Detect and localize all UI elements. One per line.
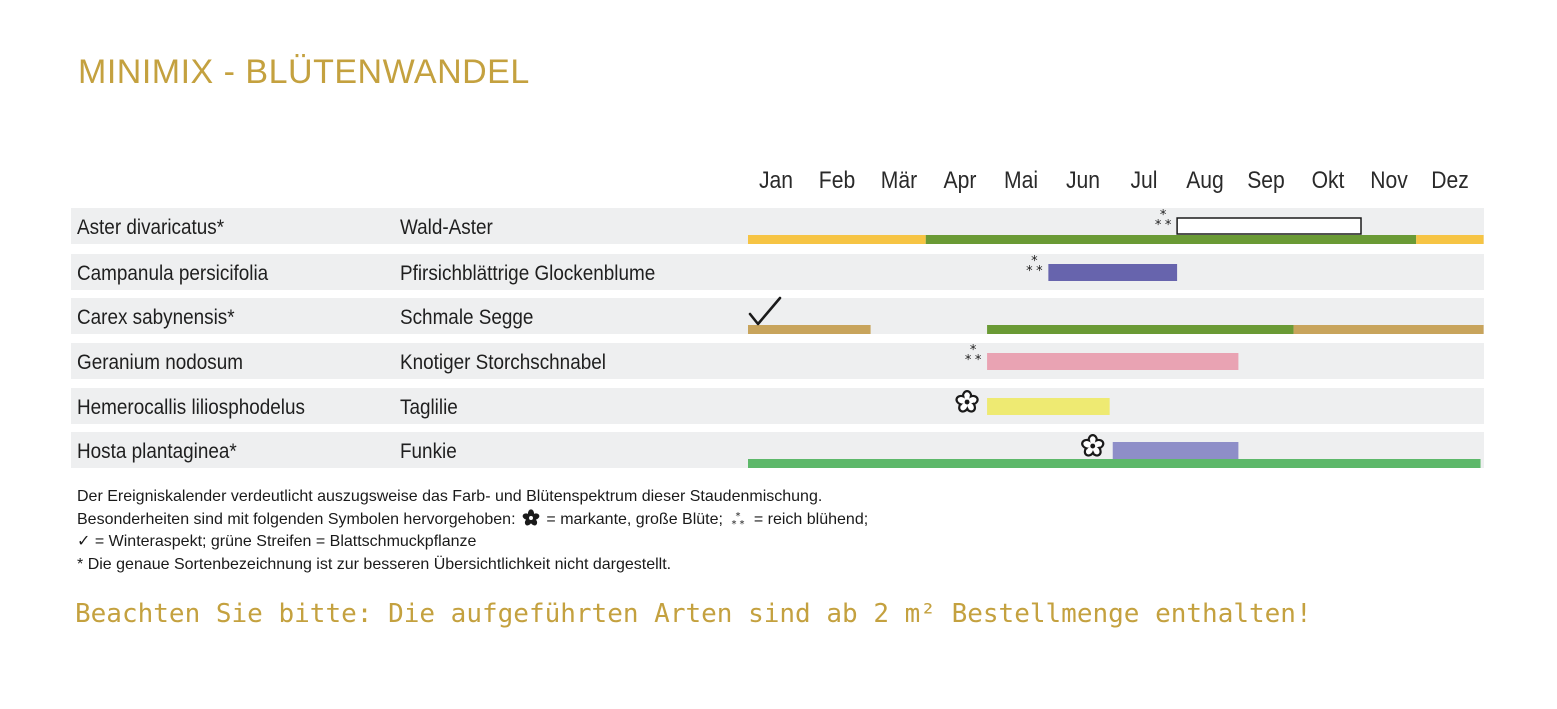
month-label-1: Jan bbox=[758, 167, 794, 194]
legend: Der Ereigniskalender verdeutlicht auszug… bbox=[77, 486, 868, 576]
month-label-9: Sep bbox=[1247, 167, 1286, 194]
month-label-12: Dez bbox=[1431, 167, 1470, 194]
month-label-10: Okt bbox=[1311, 167, 1345, 194]
page-title: MINIMIX - BLÜTENWANDEL bbox=[78, 53, 530, 91]
latin-name: Campanula persicifolia bbox=[77, 262, 269, 285]
month-label-4: Apr bbox=[943, 167, 977, 194]
common-name: Pfirsichblättrige Glockenblume bbox=[400, 262, 656, 285]
table-row: Hosta plantaginea* Funkie bbox=[71, 432, 1484, 468]
legend-line-2: Besonderheiten sind mit folgenden Symbol… bbox=[77, 508, 869, 532]
month-label-11: Nov bbox=[1370, 167, 1408, 194]
checkmark-icon: ✓ bbox=[77, 533, 91, 550]
month-label-8: Aug bbox=[1186, 167, 1224, 194]
month-label-2: Feb bbox=[819, 167, 856, 194]
month-label-7: Jul bbox=[1130, 167, 1158, 194]
common-name: Funkie bbox=[400, 440, 457, 463]
latin-name: Hemerocallis liliosphodelus bbox=[77, 396, 305, 419]
table-row: Aster divaricatus* Wald-Aster bbox=[71, 208, 1484, 244]
month-label-6: Jun bbox=[1065, 167, 1100, 194]
common-name: Wald-Aster bbox=[400, 216, 493, 239]
table-row: Carex sabynensis* Schmale Segge bbox=[71, 298, 1484, 334]
legend-reich-text: = reich blühend; bbox=[753, 510, 869, 528]
three-asterisks-icon: * * * bbox=[732, 511, 745, 527]
big-flower-icon bbox=[522, 508, 540, 525]
common-name: Taglilie bbox=[400, 396, 458, 419]
table-row: Campanula persicifolia Pfirsichblättrige … bbox=[71, 254, 1484, 290]
legend-line-2-text: Besonderheiten sind mit folgenden Symbol… bbox=[77, 510, 516, 528]
table-row: Geranium nodosum Knotiger Storchschnabel bbox=[71, 343, 1484, 379]
legend-markante-text: = markante, große Blüte; bbox=[546, 510, 723, 528]
latin-name: Carex sabynensis* bbox=[77, 306, 235, 329]
month-header: Jan Feb Mär Apr Mai Jun Jul Aug Sep Okt Nov Dez bbox=[0, 166, 1557, 196]
legend-line-3: ✓ = Winteraspekt; grüne Streifen = Blatt… bbox=[77, 531, 868, 554]
common-name: Schmale Segge bbox=[400, 306, 534, 329]
latin-name: Aster divaricatus* bbox=[77, 216, 225, 239]
legend-line-1: Der Ereigniskalender verdeutlicht auszug… bbox=[77, 488, 823, 505]
month-label-3: Mär bbox=[880, 167, 917, 194]
latin-name: Hosta plantaginea* bbox=[77, 440, 237, 463]
legend-asterisk-text: Die genaue Sortenbezeichnung ist zur bes… bbox=[87, 555, 672, 573]
table-row: Hemerocallis liliosphodelus Taglilie bbox=[71, 388, 1484, 424]
legend-winter-text: = Winteraspekt; grüne Streifen = Blattsc… bbox=[94, 533, 477, 550]
svg-text:*: * bbox=[736, 511, 741, 522]
svg-text:*: * bbox=[740, 519, 745, 527]
order-notice: Beachten Sie bitte: Die aufgeführten Art… bbox=[75, 599, 1312, 629]
month-label-5: Mai bbox=[1004, 167, 1039, 194]
legend-line-4: * Die genaue Sortenbezeichnung ist zur b… bbox=[77, 554, 868, 577]
svg-text:*: * bbox=[732, 519, 737, 527]
asterisk-icon: * bbox=[77, 555, 84, 573]
latin-name: Geranium nodosum bbox=[77, 351, 243, 374]
common-name: Knotiger Storchschnabel bbox=[400, 351, 606, 374]
